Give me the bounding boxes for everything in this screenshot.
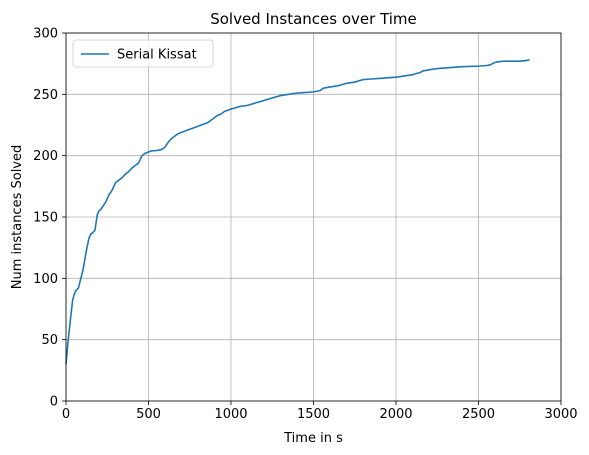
axes: 0 500 1000 1500 2000 2500 3000 0 50 100 150 200 250 3… (33, 27, 577, 423)
y-tick-label: 100 (33, 272, 58, 287)
x-tick-label: 2000 (379, 407, 412, 422)
legend-box (72, 39, 214, 68)
chart-title: Solved Instances over Time (210, 10, 417, 28)
y-tick-label: 0 (50, 395, 58, 410)
x-tick-label: 500 (136, 407, 161, 422)
series-line-0 (65, 59, 530, 365)
plot-area (65, 59, 530, 365)
grid-lines (65, 32, 562, 402)
y-tick-label: 150 (33, 211, 58, 226)
legend: Serial Kissat (72, 39, 214, 68)
y-axis-label: Num instances Solved (10, 145, 25, 290)
y-tick-label: 200 (33, 149, 58, 164)
y-tick-label: 300 (33, 27, 58, 42)
x-tick-label: 1000 (214, 407, 247, 422)
x-tick-label: 1500 (297, 407, 330, 422)
x-tick-label: 3000 (544, 407, 577, 422)
y-tick-label: 250 (33, 88, 58, 103)
x-tick-label: 0 (62, 407, 70, 422)
y-tick-label: 50 (41, 333, 58, 348)
legend-label: Serial Kissat (117, 48, 197, 63)
x-tick-label: 2500 (462, 407, 495, 422)
x-axis-label: Time in s (283, 431, 343, 446)
